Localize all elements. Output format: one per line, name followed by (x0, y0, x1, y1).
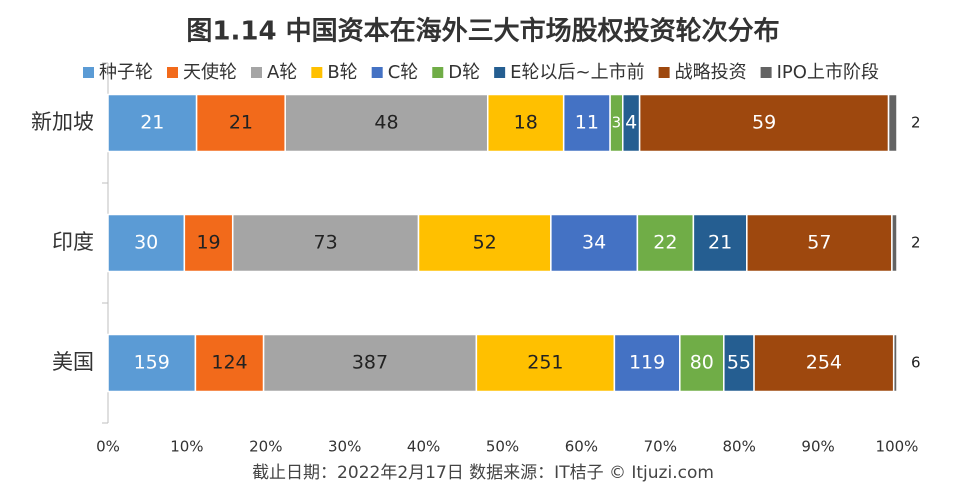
x-tick-label: 10% (170, 438, 203, 456)
bar-segment (550, 213, 639, 273)
x-tick-label: 80% (723, 438, 756, 456)
data-label: 73 (314, 232, 338, 254)
legend-label: A轮 (267, 62, 297, 83)
data-label: 55 (727, 352, 751, 374)
legend-swatch (658, 67, 670, 78)
data-label: 11 (575, 112, 599, 134)
bar-segment (262, 333, 478, 393)
bar-segment (194, 333, 265, 393)
bar-segment (417, 213, 552, 273)
bar-segment (746, 213, 893, 273)
legend-label: E轮以后~上市前 (510, 62, 644, 83)
data-label: 159 (134, 352, 170, 374)
data-label: 387 (352, 352, 388, 374)
bar-segment (475, 333, 616, 393)
legend-swatch (311, 67, 323, 78)
x-tick-label: 20% (249, 438, 282, 456)
bar-segment (891, 213, 898, 273)
legend-label: 天使轮 (183, 62, 237, 83)
x-tick-label: 70% (644, 438, 677, 456)
legend-label: IPO上市阶段 (777, 62, 879, 83)
data-label: 80 (690, 352, 714, 374)
legend-label: 战略投资 (675, 62, 747, 83)
data-label: 57 (807, 232, 831, 254)
data-label: 30 (134, 232, 158, 254)
data-label: 254 (806, 352, 842, 374)
bar-segment (723, 333, 755, 393)
x-tick-label: 90% (801, 438, 834, 456)
legend-label: D轮 (448, 62, 480, 83)
y-tick-label: 印度 (52, 230, 94, 254)
bar-segment (887, 93, 898, 153)
bar-segment (183, 213, 234, 273)
bar-segment (107, 213, 186, 273)
data-label: 124 (211, 352, 247, 374)
legend-label: B轮 (327, 62, 357, 83)
data-label: 18 (514, 112, 538, 134)
x-tick-label: 100% (876, 438, 919, 456)
legend-swatch (371, 67, 383, 78)
x-tick-label: 0% (96, 438, 120, 456)
y-tick-label: 新加坡 (31, 110, 94, 134)
data-label: 52 (473, 232, 497, 254)
x-tick-label: 60% (565, 438, 598, 456)
data-label: 119 (629, 352, 665, 374)
x-tick-label: 30% (328, 438, 361, 456)
legend-swatch (251, 67, 262, 78)
footer: 截止日期：2022年2月17日 数据来源：IT桔子 © Itjuzi.com (252, 463, 714, 483)
legend-swatch (167, 67, 178, 78)
bar-segment (679, 333, 725, 393)
chart-title: 图1.14 中国资本在海外三大市场股权投资轮次分布 (186, 16, 779, 47)
data-label: 2 (911, 234, 921, 252)
legend-swatch (760, 67, 772, 78)
legend-swatch (432, 67, 444, 78)
data-label: 3 (612, 114, 622, 132)
data-label: 34 (582, 232, 606, 254)
bar-segment (692, 213, 748, 273)
legend-label: C轮 (388, 62, 419, 83)
data-label: 251 (527, 352, 563, 374)
data-label: 6 (911, 354, 921, 372)
x-tick-label: 50% (486, 438, 519, 456)
bar-segment (107, 93, 198, 153)
data-label: 22 (653, 232, 677, 254)
data-label: 19 (196, 232, 220, 254)
bar-segment (636, 213, 695, 273)
data-label: 48 (374, 112, 398, 134)
data-label: 21 (708, 232, 732, 254)
data-label: 4 (625, 112, 637, 134)
legend-swatch (494, 67, 506, 78)
bar-segment (107, 333, 197, 393)
bar-segment (195, 93, 286, 153)
bar-segment (892, 333, 898, 393)
data-label: 21 (140, 112, 164, 134)
data-label: 2 (911, 114, 921, 132)
data-label: 59 (752, 112, 776, 134)
y-tick-label: 美国 (52, 350, 94, 374)
bar-segment (231, 213, 420, 273)
data-label: 21 (229, 112, 253, 134)
bar-segment (638, 93, 890, 153)
x-tick-label: 40% (407, 438, 440, 456)
legend-swatch (83, 67, 94, 78)
legend-label: 种子轮 (99, 62, 153, 83)
